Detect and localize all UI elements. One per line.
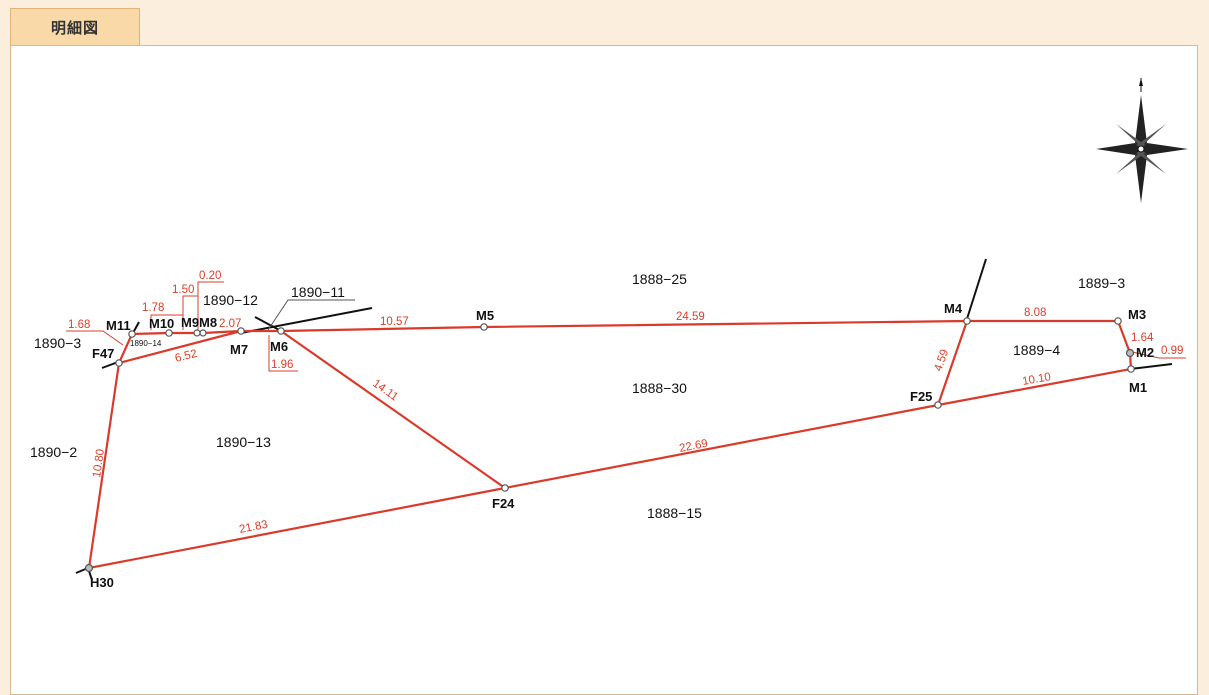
- dist-f47-m7: 6.52: [174, 348, 199, 365]
- parcel-1888-15: 1888−15: [647, 505, 702, 521]
- label-M2: M2: [1136, 345, 1154, 360]
- dist-m5-m4: 24.59: [676, 311, 705, 323]
- label-M7: M7: [230, 342, 248, 357]
- marker-M5: [481, 324, 487, 330]
- compass-rose-icon: [1096, 78, 1188, 203]
- dist-m7-m6: 1.96: [271, 359, 293, 371]
- dist-m6-m5: 10.57: [380, 316, 409, 328]
- parcel-1890-3: 1890−3: [34, 335, 81, 351]
- parcel-1890-13: 1890−13: [216, 434, 271, 450]
- dist-m11-m10: 1.78: [142, 302, 164, 314]
- marker-F24: [502, 485, 508, 491]
- label-M8: M8: [199, 315, 217, 330]
- label-F25: F25: [910, 389, 932, 404]
- parcel-1890-11: 1890−11: [291, 284, 345, 300]
- marker-M4: [964, 318, 970, 324]
- marker-H30: [86, 565, 93, 572]
- dist-m4-m3: 8.08: [1024, 307, 1046, 319]
- marker-F47: [116, 360, 122, 366]
- marker-M6: [278, 328, 284, 334]
- marker-M3: [1115, 318, 1121, 324]
- label-M4: M4: [944, 301, 963, 316]
- parcel-1888-30: 1888−30: [632, 380, 687, 396]
- dist-m3-m2: 1.64: [1131, 332, 1154, 344]
- parcel-1890-14: 1890−14: [130, 339, 162, 348]
- label-M1: M1: [1129, 380, 1147, 395]
- parcel-1889-4: 1889−4: [1013, 342, 1060, 358]
- label-M9: M9: [181, 315, 199, 330]
- dist-m2-m1: 0.99: [1161, 345, 1183, 357]
- parcel-1890-2: 1890−2: [30, 444, 77, 460]
- marker-M9: [194, 330, 200, 336]
- dist-f25-f24: 22.69: [678, 438, 709, 455]
- dist-f25-m4: 4.59: [932, 348, 951, 373]
- label-M10: M10: [149, 316, 174, 331]
- label-M5: M5: [476, 308, 494, 323]
- parcel-1889-3: 1889−3: [1078, 275, 1125, 291]
- label-M11: M11: [106, 318, 131, 333]
- label-F24: F24: [492, 496, 515, 511]
- label-M6: M6: [270, 339, 288, 354]
- parcel-1890-12: 1890−12: [203, 292, 258, 308]
- marker-M8: [200, 330, 206, 336]
- dist-f47-m11: 1.68: [68, 319, 90, 331]
- dist-m8-m7: 2.07: [219, 318, 241, 330]
- distance-labels: 8.08 1.64 0.99 10.10 4.59 22.69 24.59 10…: [68, 270, 1183, 536]
- dist-h30-f47: 10.80: [91, 448, 107, 478]
- label-H30: H30: [90, 575, 114, 590]
- parcel-1888-25: 1888−25: [632, 271, 687, 287]
- marker-F25: [935, 402, 941, 408]
- dist-m6-f24: 14.11: [370, 378, 400, 404]
- label-M3: M3: [1128, 307, 1146, 322]
- dist-m10-m9: 1.50: [172, 284, 194, 296]
- label-F47: F47: [92, 346, 114, 361]
- dist-m9-m8: 0.20: [199, 270, 221, 282]
- marker-M1: [1128, 366, 1134, 372]
- marker-M2: [1127, 350, 1134, 357]
